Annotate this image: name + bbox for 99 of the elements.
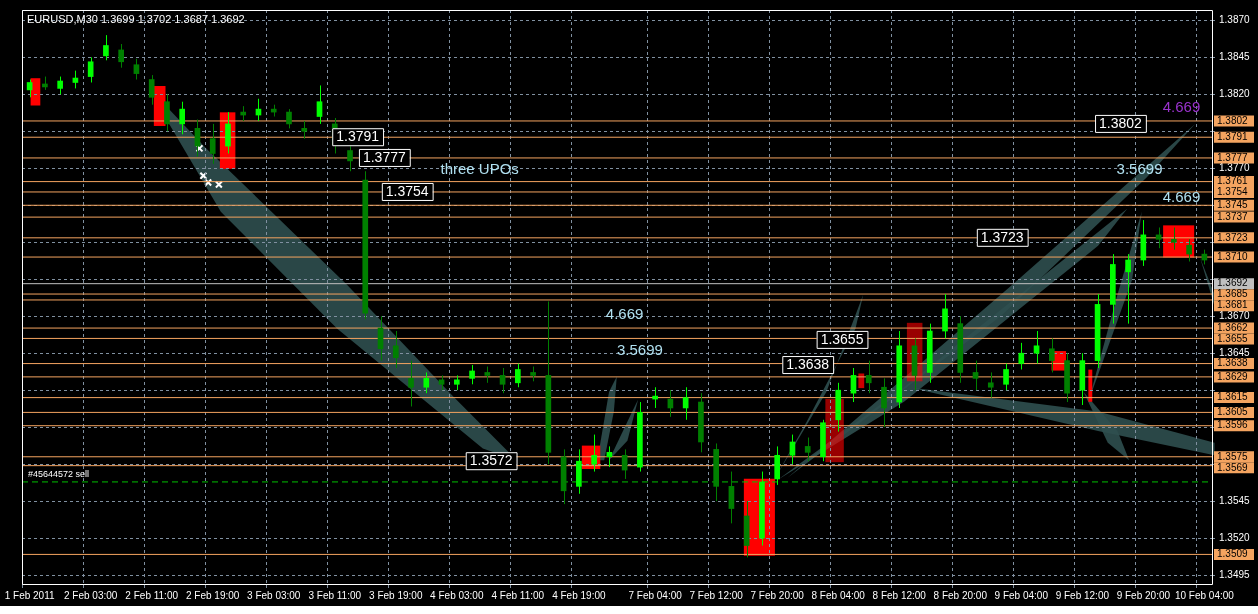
x-tick-label: 3 Feb 11:00 (308, 589, 362, 601)
candlestick (515, 363, 521, 388)
annotation: 1.3638 (786, 355, 830, 372)
ref-line-label: 1.3802 (1217, 114, 1249, 126)
x-tick-label: 4 Feb 19:00 (552, 589, 606, 601)
annotation: 3.5699 (616, 341, 663, 359)
ref-line-label: 1.3615 (1217, 391, 1249, 403)
ref-line-label: 1.3596 (1217, 419, 1249, 431)
ref-line-label: 1.3569 (1217, 461, 1249, 473)
y-tick-label: 1.3545 (1219, 494, 1251, 506)
candlestick (87, 56, 94, 83)
y-tick-label: 1.3770 (1219, 162, 1251, 174)
candlestick (652, 386, 658, 409)
x-tick-label: 9 Feb 04:00 (994, 589, 1049, 601)
x-tick-label: 8 Feb 12:00 (872, 589, 927, 601)
candlestick (1125, 253, 1131, 325)
ref-line-label: 1.3737 (1217, 210, 1249, 222)
ref-line-label: 1.3629 (1217, 370, 1249, 382)
ref-line-label: 1.3681 (1217, 299, 1249, 311)
candlestick (987, 371, 994, 399)
candlestick (133, 58, 140, 81)
ref-line-label: 1.3655 (1217, 332, 1249, 344)
candlestick (1018, 342, 1025, 370)
candlestick (148, 74, 155, 106)
ref-line-label: 1.3575 (1217, 450, 1249, 462)
candlestick (286, 108, 292, 129)
chart-title: EURUSD,M30 1.3699 1.3702 1.3687 1.3692 (27, 12, 245, 25)
ref-line-label: 1.3745 (1217, 199, 1249, 211)
ref-line-label: 1.3638 (1217, 357, 1249, 369)
annotation: 1.3572 (469, 452, 513, 469)
x-tick-label: 7 Feb 04:00 (628, 589, 683, 601)
x-tick-label: 4 Feb 11:00 (491, 589, 545, 601)
x-tick-label: 10 Feb 04:00 (1174, 589, 1235, 601)
ref-line-label: 1.3605 (1217, 406, 1249, 418)
x-tick-label: 2 Feb 19:00 (186, 589, 240, 601)
y-tick-label: 1.3670 (1219, 309, 1251, 321)
y-tick-label: 1.3820 (1219, 88, 1251, 100)
annotation: 4.669 (605, 304, 644, 322)
ref-line-label: 1.3692 (1217, 277, 1249, 289)
candlestick (1048, 337, 1055, 373)
candlestick (942, 293, 948, 339)
annotation: 4.669 (1162, 188, 1201, 206)
annotation: 1.3777 (362, 148, 406, 165)
x-tick-label: 8 Feb 20:00 (933, 589, 988, 601)
annotation: 1.3655 (820, 330, 864, 347)
candlestick (972, 360, 979, 391)
y-tick-label: 1.3645 (1219, 346, 1251, 358)
candlestick (1171, 226, 1177, 251)
y-tick-label: 1.3495 (1219, 568, 1251, 580)
candlestick (469, 364, 475, 385)
ref-line-label: 1.3761 (1217, 175, 1249, 187)
annotation: 1.3791 (336, 128, 380, 145)
candlestick (392, 330, 399, 369)
candlestick (179, 101, 186, 135)
y-tick-label: 1.3870 (1219, 14, 1251, 26)
candlestick (225, 111, 231, 154)
x-tick-label: 2 Feb 03:00 (63, 589, 118, 601)
candlestick (423, 371, 430, 394)
candlestick (804, 437, 811, 462)
x-tick-label: 8 Feb 04:00 (811, 589, 866, 601)
annotation: 3.5699 (1116, 159, 1163, 177)
candlestick (408, 360, 414, 407)
x-tick-label: 7 Feb 12:00 (689, 589, 744, 601)
x-tick-label: 2 Feb 11:00 (125, 589, 179, 601)
x-tick-label: 1 Feb 2011 (4, 589, 55, 601)
candlestick (1003, 363, 1009, 391)
candlestick (591, 434, 597, 473)
x-tick-label: 4 Feb 03:00 (430, 589, 484, 601)
ref-line-label: 1.3723 (1217, 231, 1249, 243)
ref-line-label: 1.3754 (1217, 186, 1249, 198)
candlestick (347, 144, 353, 172)
x-tick-label: 9 Feb 12:00 (1055, 589, 1110, 601)
annotation: three UPOs (440, 159, 519, 177)
y-tick-label: 1.3520 (1219, 531, 1251, 543)
candlestick (881, 377, 887, 428)
candlestick (1186, 238, 1192, 262)
x-tick-label: 3 Feb 19:00 (369, 589, 423, 601)
ref-line-label: 1.3777 (1217, 151, 1249, 163)
y-tick-label: 1.3845 (1219, 51, 1251, 63)
candlestick (164, 93, 170, 132)
candlestick (103, 34, 109, 61)
candlestick (316, 84, 323, 125)
annotation: 1.3754 (385, 182, 429, 199)
annotation: 1.3802 (1099, 114, 1143, 131)
candlestick (118, 43, 124, 69)
x-tick-label: 9 Feb 20:00 (1116, 589, 1171, 601)
ref-line-label: 1.3710 (1217, 250, 1249, 262)
candlestick (499, 367, 506, 394)
annotation: 1.3723 (980, 228, 1024, 245)
candlestick (209, 123, 216, 165)
ref-line-label: #45644572 sell (28, 468, 90, 479)
ref-line-label: 1.3662 (1217, 321, 1249, 333)
x-tick-label: 7 Feb 20:00 (750, 589, 805, 601)
x-tick-label: 3 Feb 03:00 (247, 589, 301, 601)
annotation: 4.669 (1162, 97, 1201, 115)
candlestick (1033, 330, 1040, 365)
ref-line-label: 1.3509 (1217, 548, 1249, 560)
ref-line-label: 1.3791 (1217, 130, 1249, 142)
ref-line-label: 1.3685 (1217, 288, 1249, 300)
